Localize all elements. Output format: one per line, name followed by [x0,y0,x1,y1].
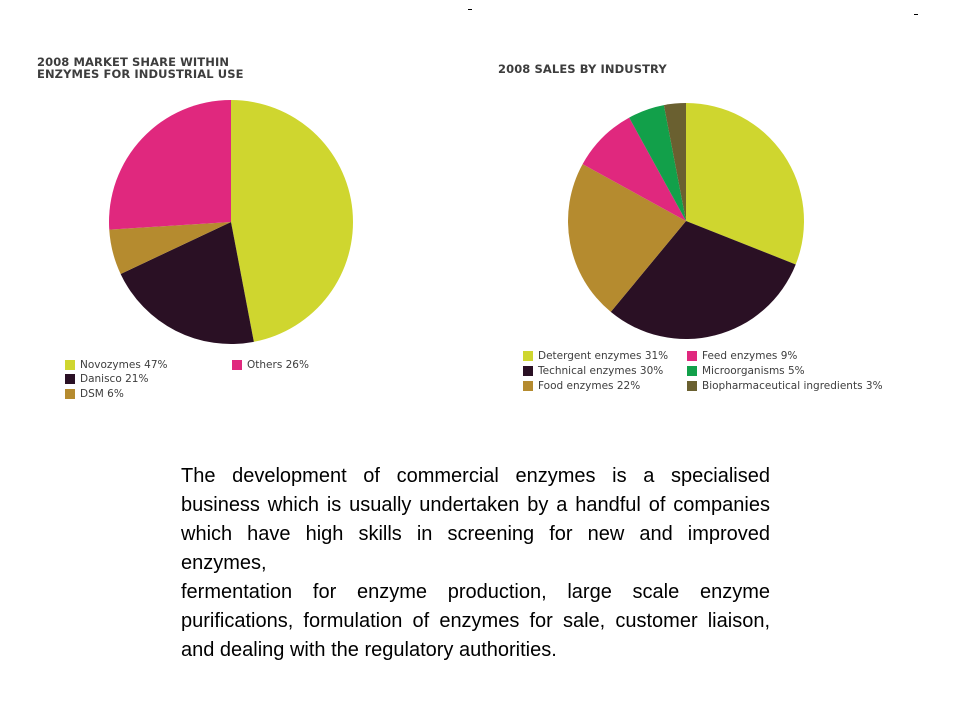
pie-slice-others [109,100,231,230]
legend-item-detergent: Detergent enzymes 31% [523,349,668,363]
legend-swatch [687,351,697,361]
legend-swatch [523,381,533,391]
legend-item-biopharmaceutical: Biopharmaceutical ingredients 3% [687,379,883,393]
sales-by-industry-chart: 2008 SALES BY INDUSTRY Detergent enzymes… [470,0,960,420]
legend-swatch [523,366,533,376]
market-share-chart: 2008 MARKET SHARE WITHIN ENZYMES FOR IND… [0,0,470,420]
legend-label: Food enzymes 22% [538,380,641,392]
legend-label: Novozymes 47% [80,359,168,371]
legend-item-others: Others 26% [232,358,309,372]
pie-slice-microorganisms [629,105,686,221]
legend-label: Detergent enzymes 31% [538,350,669,362]
chart-title-line-1: 2008 MARKET SHARE WITHIN [37,55,230,69]
sales-by-industry-pie [568,103,804,339]
legend-item-food: Food enzymes 22% [523,379,640,393]
legend-label: Danisco 21% [80,373,149,385]
chart-title-line-2: ENZYMES FOR INDUSTRIAL USE [37,67,244,81]
legend-label: Others 26% [247,359,309,371]
chart-title-line-1: 2008 SALES BY INDUSTRY [498,62,667,76]
legend-swatch [687,366,697,376]
legend-swatch [523,351,533,361]
pie-slice-danisco [120,222,254,344]
legend-swatch [65,360,75,370]
legend-swatch [65,374,75,384]
corner-mark-right [914,14,918,15]
legend-label: Feed enzymes 9% [702,350,798,362]
pie-slice-dsm [109,222,231,274]
pie-slice-technical-enzymes [610,221,796,339]
legend-label: DSM 6% [80,388,124,400]
pie-slice-detergent-enzymes [686,103,804,265]
legend-item-novozymes: Novozymes 47% [65,358,167,372]
pie-slice-novozymes [231,100,353,342]
legend-item-danisco: Danisco 21% [65,372,148,386]
pie-slice-biopharmaceutical-ingredients [663,103,686,221]
legend-label: Biopharmaceutical ingredients 3% [702,380,883,392]
legend-item-technical: Technical enzymes 30% [523,364,663,378]
pie-slice-feed-enzymes [582,117,686,221]
legend-swatch [687,381,697,391]
legend-item-microorganisms: Microorganisms 5% [687,364,805,378]
legend-label: Technical enzymes 30% [538,365,664,377]
legend-item-dsm: DSM 6% [65,387,124,401]
pie-slice-food-enzymes [568,164,686,312]
market-share-chart-title: 2008 MARKET SHARE WITHIN ENZYMES FOR IND… [37,56,244,80]
legend-label: Microorganisms 5% [702,365,805,377]
legend-swatch [232,360,242,370]
description-text: The development of commercial enzymes is… [181,462,770,665]
description-paragraph-1: The development of commercial enzymes is… [181,465,770,574]
corner-mark-top [468,9,472,10]
description-paragraph-2: fermentation for enzyme production, larg… [181,581,770,661]
market-share-pie [109,100,353,344]
legend-item-feed: Feed enzymes 9% [687,349,797,363]
legend-swatch [65,389,75,399]
sales-chart-title: 2008 SALES BY INDUSTRY [498,63,667,75]
